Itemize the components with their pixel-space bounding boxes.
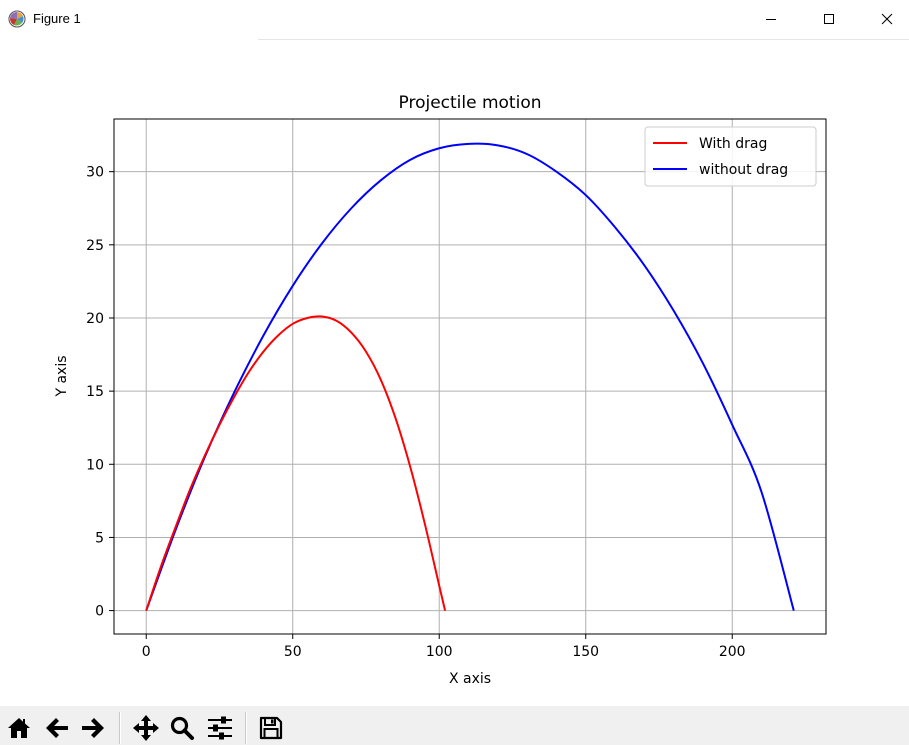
maximize-icon [823,13,835,25]
chart-title: Projectile motion [399,93,542,113]
toolbar-separator [120,712,121,744]
arrow-right-icon [80,715,106,741]
maximize-button[interactable] [806,0,852,38]
title-bar[interactable]: Figure 1 [0,0,909,40]
axes-frame [113,118,827,635]
chart[interactable]: 0 50 100 150 200 0 5 10 15 20 25 30 Projectile moti… [0,40,909,706]
series-line-with-drag [145,315,447,611]
close-button[interactable] [864,0,909,38]
y-tick-label: 0 [95,604,104,620]
move-icon [132,714,160,742]
minimize-button[interactable] [748,0,794,38]
y-tick-label: 25 [86,238,104,254]
navigation-toolbar [0,706,909,745]
y-tick-label: 15 [86,384,104,400]
series-line-without-drag [145,142,795,611]
toolbar-separator [119,712,120,744]
forward-button[interactable] [78,713,108,743]
zoom-button[interactable] [167,713,197,743]
configure-subplots-button[interactable] [205,713,235,743]
x-axis-label: X axis [449,671,491,687]
legend-label: without drag [699,162,788,178]
sliders-icon [206,714,234,742]
floppy-disk-icon [258,715,284,741]
x-tick-label: 200 [719,644,746,660]
x-tick-label: 150 [572,644,599,660]
magnifier-icon [169,715,195,741]
save-button[interactable] [256,713,286,743]
figure-canvas[interactable]: 0 50 100 150 200 0 5 10 15 20 25 30 Projectile moti… [0,40,909,706]
window-title: Figure 1 [33,11,81,26]
legend: With drag without drag [644,126,817,187]
arrow-left-icon [44,715,70,741]
y-tick-label: 20 [86,311,104,327]
legend-box [644,126,817,187]
toolbar-separator [246,712,247,744]
home-icon [6,715,32,741]
y-tick-label: 10 [86,457,104,473]
minimize-icon [765,13,777,25]
x-tick-label: 0 [142,644,151,660]
pan-button[interactable] [131,713,161,743]
x-tick-label: 100 [426,644,453,660]
home-button[interactable] [4,713,34,743]
x-tick-label: 50 [284,644,302,660]
matplotlib-icon [8,10,26,28]
title-bar-divider [258,39,909,40]
legend-label: With drag [699,136,767,152]
toolbar-separator [245,712,246,744]
back-button[interactable] [42,713,72,743]
y-tick-label: 5 [95,530,104,546]
y-tick-label: 30 [86,165,104,181]
close-icon [881,13,893,25]
y-axis-label: Y axis [54,355,70,397]
